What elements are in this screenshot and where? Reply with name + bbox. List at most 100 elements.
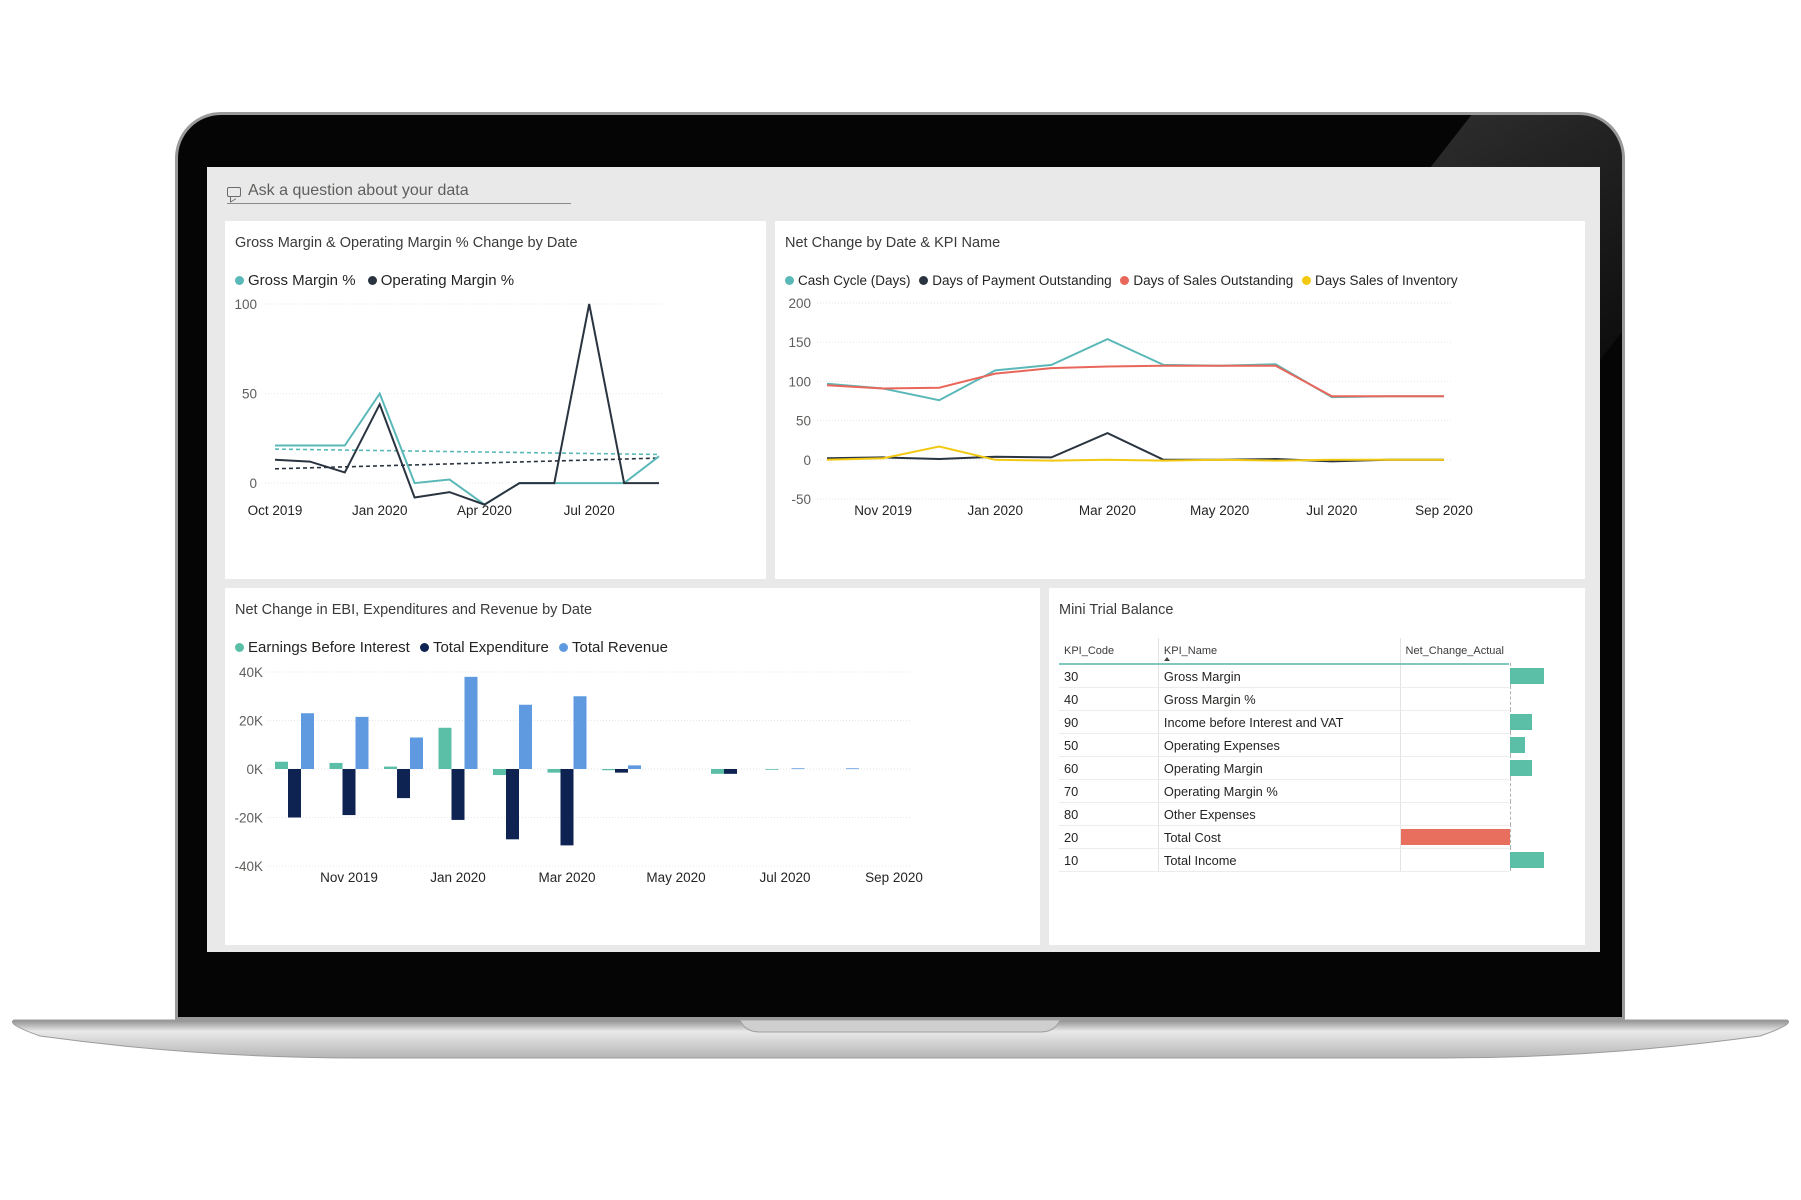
card-title: Mini Trial Balance bbox=[1059, 602, 1174, 618]
kpi-name-cell: Other Expenses bbox=[1158, 802, 1401, 826]
qa-search-box[interactable]: Ask a question about your data bbox=[227, 181, 571, 204]
table-row[interactable]: 90 Income before Interest and VAT bbox=[1059, 709, 1533, 734]
series-line-days-sales-of-inventory bbox=[826, 445, 1444, 462]
kpi-name-cell: Operating Margin bbox=[1158, 756, 1401, 780]
x-tick-label: Jan 2020 bbox=[967, 503, 1023, 518]
legend-label: Cash Cycle (Days) bbox=[798, 273, 911, 288]
x-tick-label: Jan 2020 bbox=[430, 870, 486, 885]
ebi-bar-chart[interactable]: 40K 20K 0K -20K -40K Nov 2019 Jan 2020 Mar 2020… bbox=[225, 588, 1040, 945]
legend-item-dpo[interactable]: Days of Payment Outstanding bbox=[919, 273, 1112, 288]
x-tick-label: Apr 2020 bbox=[457, 503, 512, 518]
bar-total-revenue bbox=[355, 716, 369, 769]
legend-item-dsi[interactable]: Days Sales of Inventory bbox=[1302, 273, 1458, 288]
column-header-kpi-code[interactable]: KPI_Code bbox=[1059, 638, 1159, 664]
table-row[interactable]: 40 Gross Margin % bbox=[1059, 686, 1511, 711]
trend-line bbox=[274, 448, 660, 456]
y-tick-label: 20K bbox=[239, 714, 263, 729]
net-change-cell bbox=[1400, 663, 1545, 688]
kpi-name-cell: Operating Expenses bbox=[1158, 733, 1401, 757]
table-row[interactable]: 50 Operating Expenses bbox=[1059, 732, 1525, 757]
table-row[interactable]: 80 Other Expenses bbox=[1059, 801, 1511, 826]
card-title: Gross Margin & Operating Margin % Change… bbox=[235, 235, 578, 251]
kpi-code-cell: 40 bbox=[1059, 687, 1159, 711]
kpi-net-change-card[interactable]: Net Change by Date & KPI Name Cash Cycle… bbox=[775, 221, 1585, 579]
bar-total-expenditure bbox=[724, 769, 737, 774]
legend-item-operating-margin[interactable]: Operating Margin % bbox=[367, 272, 515, 289]
y-tick-label: -50 bbox=[791, 492, 811, 507]
bar-total-revenue bbox=[573, 696, 587, 769]
gross-margin-line-chart[interactable]: 100 50 0 Oct 2019 Jan 2020 Apr 2020 Jul 2020 bbox=[225, 221, 766, 579]
bar-total-expenditure bbox=[615, 769, 628, 773]
legend-item-dso[interactable]: Days of Sales Outstanding bbox=[1120, 273, 1293, 288]
legend-item-cash-cycle[interactable]: Cash Cycle (Days) bbox=[785, 273, 911, 288]
net-change-cell bbox=[1400, 778, 1511, 803]
report-canvas: Ask a question about your data Gross Mar… bbox=[207, 167, 1600, 952]
kpi-code-cell: 70 bbox=[1059, 779, 1159, 803]
net-change-cell bbox=[1400, 755, 1533, 780]
bar-total-revenue bbox=[464, 676, 478, 769]
bar-earnings-before-interest bbox=[438, 727, 452, 769]
bar-total-expenditure bbox=[451, 769, 465, 820]
table-row[interactable]: 70 Operating Margin % bbox=[1059, 778, 1511, 803]
column-header-kpi-name[interactable]: KPI_Name bbox=[1158, 638, 1401, 664]
gross-operating-margin-card[interactable]: Gross Margin & Operating Margin % Change… bbox=[225, 221, 766, 579]
kpi-name-cell: Total Income bbox=[1158, 848, 1401, 872]
bar-earnings-before-interest bbox=[602, 769, 615, 771]
kpi-code-cell: 10 bbox=[1059, 848, 1159, 872]
bar-total-revenue bbox=[519, 704, 532, 769]
table-row[interactable]: 10 Total Income bbox=[1059, 847, 1545, 872]
series-line-days-of-payment-outstanding bbox=[826, 432, 1444, 463]
y-tick-label: 0 bbox=[249, 476, 257, 491]
kpi-code-cell: 30 bbox=[1059, 664, 1159, 688]
legend-dot bbox=[559, 643, 569, 652]
sort-ascending-icon bbox=[1163, 657, 1170, 661]
table-row[interactable]: 60 Operating Margin bbox=[1059, 755, 1533, 780]
net-change-bar bbox=[1509, 760, 1533, 776]
net-change-bar bbox=[1509, 737, 1525, 753]
legend-label: Earnings Before Interest bbox=[248, 639, 410, 656]
y-tick-label: -20K bbox=[234, 811, 263, 826]
bar-total-expenditure bbox=[288, 769, 301, 818]
table-body: 30 Gross Margin 40 Gross Margin % 90 Income b… bbox=[1059, 663, 1545, 872]
kpi-code-cell: 80 bbox=[1059, 802, 1159, 826]
legend-dot bbox=[419, 643, 429, 652]
series-line-gross-margin- bbox=[275, 391, 660, 506]
net-change-bar bbox=[1509, 852, 1545, 868]
qa-placeholder[interactable]: Ask a question about your data bbox=[248, 182, 469, 199]
bar-total-expenditure bbox=[560, 769, 574, 846]
kpi-net-change-line-chart[interactable]: 200 150 100 50 0 -50 Nov 2019 Jan 2020 Mar 2020 M… bbox=[775, 221, 1585, 579]
y-tick-label: 200 bbox=[788, 296, 811, 311]
bar-total-revenue bbox=[301, 713, 314, 769]
net-change-bar bbox=[1509, 668, 1545, 684]
mini-trial-balance-card[interactable]: Mini Trial Balance KPI_Code KPI_Name Net… bbox=[1049, 588, 1585, 945]
chart-legend: Cash Cycle (Days) Days of Payment Outsta… bbox=[785, 273, 1463, 288]
legend-item-total-expenditure[interactable]: Total Expenditure bbox=[419, 639, 549, 656]
kpi-name-cell: Gross Margin % bbox=[1158, 687, 1401, 711]
legend-item-gross-margin[interactable]: Gross Margin % bbox=[235, 272, 356, 289]
bar-total-expenditure bbox=[506, 769, 519, 840]
table-row[interactable]: 20 Total Cost bbox=[1059, 824, 1511, 849]
legend-item-total-revenue[interactable]: Total Revenue bbox=[559, 639, 668, 656]
net-change-bar bbox=[1400, 829, 1510, 845]
column-header-net-change[interactable]: Net_Change_Actual bbox=[1405, 644, 1504, 657]
legend-item-ebi[interactable]: Earnings Before Interest bbox=[235, 639, 410, 656]
ebi-revenue-card[interactable]: Net Change in EBI, Expenditures and Reve… bbox=[225, 588, 1040, 945]
bar-earnings-before-interest bbox=[329, 762, 343, 769]
x-tick-label: Sep 2020 bbox=[1415, 503, 1473, 518]
kpi-code-cell: 50 bbox=[1059, 733, 1159, 757]
legend-label: Days Sales of Inventory bbox=[1315, 273, 1458, 288]
bar-total-revenue bbox=[791, 768, 805, 770]
bar-total-revenue bbox=[410, 737, 423, 769]
zero-axis-line bbox=[1509, 778, 1511, 802]
legend-label: Operating Margin % bbox=[380, 272, 515, 289]
zero-axis-line bbox=[1509, 686, 1511, 710]
x-tick-label: May 2020 bbox=[646, 870, 705, 885]
x-tick-label: Jul 2020 bbox=[759, 870, 810, 885]
legend-dot bbox=[1120, 276, 1130, 285]
table-row[interactable]: 30 Gross Margin bbox=[1059, 663, 1545, 688]
trial-balance-table[interactable]: KPI_Code KPI_Name Net_Change_Actual 30 Gr… bbox=[1059, 638, 1545, 872]
zero-axis-line bbox=[1509, 824, 1511, 848]
kpi-code-cell: 20 bbox=[1059, 825, 1159, 849]
legend-dot bbox=[367, 276, 377, 285]
series-line-cash-cycle-days- bbox=[826, 337, 1444, 402]
